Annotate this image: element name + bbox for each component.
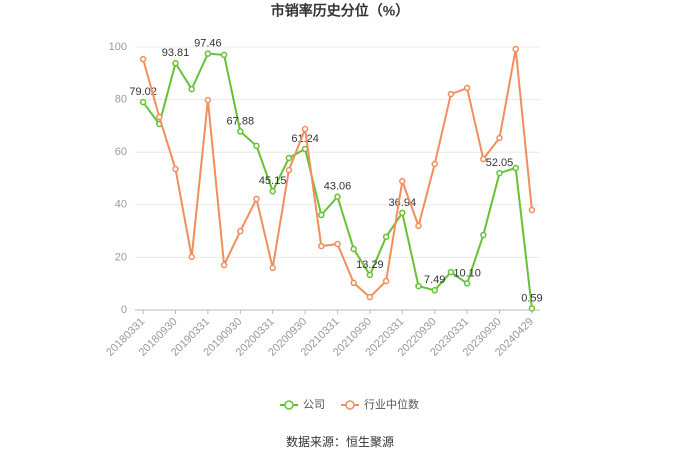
point <box>463 84 471 92</box>
y-tick-label: 60 <box>115 146 127 158</box>
point <box>496 134 503 142</box>
point <box>350 279 357 287</box>
point <box>172 60 179 67</box>
point <box>139 55 147 63</box>
point <box>431 287 438 294</box>
point <box>285 166 293 174</box>
point <box>318 211 325 219</box>
point <box>253 142 260 150</box>
point <box>447 268 455 276</box>
point <box>480 155 487 163</box>
point <box>512 164 519 172</box>
point <box>415 222 422 230</box>
point <box>366 293 374 301</box>
point <box>496 169 503 177</box>
point <box>431 160 438 168</box>
point <box>285 154 293 162</box>
point <box>269 264 276 272</box>
point <box>237 227 244 235</box>
point <box>269 188 276 195</box>
point <box>237 128 244 135</box>
data-label: 7.49 <box>424 274 445 286</box>
point <box>382 277 390 285</box>
point <box>172 165 179 173</box>
point <box>415 282 422 290</box>
point <box>382 233 390 241</box>
point <box>318 242 325 250</box>
point <box>188 85 195 93</box>
point <box>366 271 374 279</box>
y-tick-label: 40 <box>115 199 127 211</box>
y-tick-label: 20 <box>115 251 127 263</box>
point <box>220 51 228 59</box>
point <box>204 50 212 57</box>
data-label: 0.59 <box>521 292 542 304</box>
point <box>528 206 536 214</box>
point <box>220 261 228 269</box>
data-label: 97.46 <box>194 38 222 50</box>
y-tick-label: 0 <box>121 304 127 316</box>
point <box>334 240 341 248</box>
point <box>399 177 406 185</box>
chart-title: 市销率历史分位（%） <box>271 3 409 19</box>
point <box>447 90 455 98</box>
point <box>301 125 309 133</box>
legend-marker <box>345 400 355 410</box>
data-label: 43.06 <box>324 181 352 193</box>
y-tick-label: 100 <box>109 41 127 53</box>
point <box>334 193 341 201</box>
data-label: 52.05 <box>486 157 514 169</box>
source: 数据来源：恒生聚源 <box>286 434 394 449</box>
legend-label: 行业中位数 <box>364 397 419 411</box>
y-tick-label: 80 <box>115 94 127 106</box>
point <box>463 280 471 287</box>
point <box>156 113 163 121</box>
data-label: 10.10 <box>453 267 481 279</box>
point <box>188 253 195 261</box>
data-label: 67.88 <box>227 115 255 127</box>
data-label: 13.29 <box>356 259 384 271</box>
legend-label: 公司 <box>303 399 325 411</box>
data-label: 61.24 <box>291 133 319 145</box>
data-label: 93.81 <box>162 47 190 59</box>
legend-marker <box>284 400 294 410</box>
point <box>399 209 406 217</box>
point <box>480 231 487 239</box>
point <box>253 195 260 203</box>
series-line <box>142 48 533 299</box>
data-label: 45.15 <box>259 175 287 187</box>
point <box>139 98 147 106</box>
point <box>528 305 536 312</box>
point <box>350 245 357 253</box>
data-label: 79.02 <box>129 86 157 98</box>
point <box>204 96 212 104</box>
point <box>512 45 519 53</box>
